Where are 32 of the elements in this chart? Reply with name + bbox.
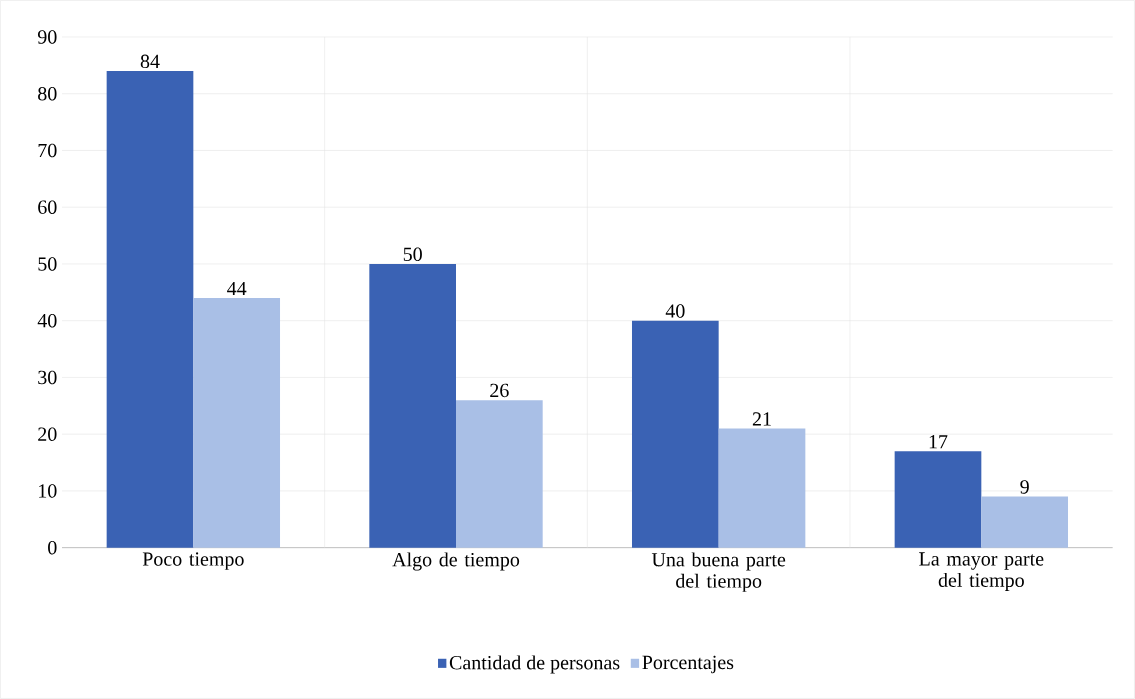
x-tick-label: La mayor parte del tiempo: [919, 552, 1044, 592]
bar: [718, 428, 806, 548]
bar: [981, 496, 1069, 548]
x-tick-label: Poco tiempo: [142, 552, 244, 570]
legend-label: Porcentajes: [642, 655, 734, 674]
y-tick-label: 70: [38, 143, 57, 158]
data-label: 17: [929, 435, 948, 449]
y-tick-label: 30: [38, 370, 57, 385]
bar: [631, 320, 719, 548]
y-tick-label: 20: [38, 427, 57, 441]
data-label: 26: [490, 383, 509, 398]
legend-label: Cantidad de personas: [449, 655, 620, 674]
data-label: 50: [403, 247, 422, 262]
data-label: 9: [1020, 480, 1029, 494]
bar: [106, 71, 194, 548]
bar: [894, 451, 982, 548]
data-label: 44: [227, 281, 247, 296]
y-tick-label: 60: [38, 200, 57, 214]
data-label: 40: [665, 304, 685, 318]
data-label: 21: [752, 412, 771, 426]
y-tick-label: 40: [37, 313, 57, 328]
y-tick-label: 0: [48, 540, 57, 555]
y-tick-label: 80: [38, 86, 57, 101]
x-tick-label: Una buena parte del tiempo: [651, 552, 786, 592]
bar: [369, 263, 456, 548]
y-tick-label: 90: [37, 30, 57, 44]
x-tick-label: Algo de tiempo: [392, 552, 520, 571]
y-tick-label: 50: [38, 257, 57, 271]
data-label: 84: [140, 54, 160, 69]
bar: [193, 298, 281, 548]
bar: [456, 400, 543, 548]
y-tick-label: 10: [39, 484, 57, 498]
